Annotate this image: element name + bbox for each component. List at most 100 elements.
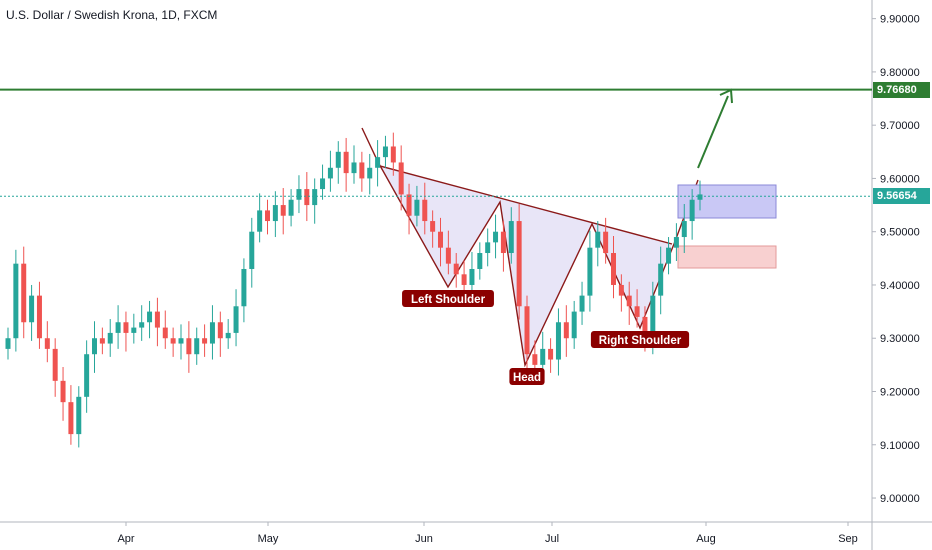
target-arrow-line [697, 95, 729, 169]
target-arrow-head [719, 88, 733, 104]
candle-body [241, 268, 247, 307]
candle-body [359, 162, 365, 179]
candle-body [595, 231, 601, 248]
candle-body [375, 157, 381, 168]
candle-body [13, 263, 19, 339]
candle-body [681, 221, 687, 238]
x-tick-label: Sep [838, 533, 858, 545]
candle-body [469, 268, 475, 285]
candle-body [634, 306, 640, 317]
candle-body [689, 199, 695, 222]
candle-body [44, 338, 50, 349]
candle-body [430, 221, 436, 232]
y-tick-label: 9.00000 [880, 493, 920, 505]
candle-body [99, 338, 105, 344]
candle-body [642, 316, 648, 339]
candle-body [327, 167, 333, 179]
candle-body [673, 237, 679, 248]
candle-body [414, 199, 420, 216]
annotation-label: Head [513, 372, 541, 384]
y-tick-label: 9.40000 [880, 280, 920, 292]
candle-body [170, 338, 176, 344]
candle-body [209, 322, 215, 344]
pattern-fill [380, 166, 672, 365]
candle-body [611, 253, 616, 285]
candle-body [508, 221, 514, 254]
candle-body [178, 338, 184, 344]
last-price-tag: 9.56654 [873, 188, 930, 205]
candle-body [500, 231, 506, 254]
candle-body [312, 189, 318, 206]
candle-body [618, 284, 624, 296]
candle-body [555, 322, 561, 360]
candle-body [115, 322, 121, 333]
candle-body [68, 402, 74, 435]
candle-body [304, 189, 310, 206]
annotation-label-bg [402, 290, 494, 307]
candle-body [265, 210, 270, 222]
y-tick-label: 9.90000 [880, 14, 920, 26]
y-tick-label: 9.30000 [880, 333, 920, 345]
candle-body [225, 332, 231, 339]
candle-body [123, 322, 129, 333]
candle-body [139, 322, 145, 328]
x-tick-label: May [258, 533, 279, 545]
candle-body [147, 311, 153, 323]
y-tick-label: 9.60000 [880, 173, 920, 185]
candle-body [398, 162, 404, 195]
candle-body [76, 396, 82, 435]
neckline [379, 165, 673, 245]
candle-body [84, 354, 90, 397]
annotation-label: Right Shoulder [599, 335, 682, 347]
candle-body [382, 146, 388, 158]
x-tick-label: Aug [696, 533, 716, 545]
candle-body [422, 199, 428, 222]
candle-body [233, 306, 239, 333]
candle-body [516, 221, 522, 307]
annotation-label: Left Shoulder [411, 294, 486, 306]
candle-body [540, 348, 546, 365]
candle-body [107, 332, 113, 344]
candle-body [603, 231, 609, 254]
x-tick-label: Apr [117, 533, 134, 545]
candle-body [579, 295, 585, 312]
candle-body [390, 146, 396, 163]
resistance-price-tag: 9.76680 [873, 81, 930, 98]
candle-body [406, 194, 412, 216]
candle-body [60, 380, 66, 403]
candle-body [658, 263, 664, 296]
candle-body [131, 327, 137, 333]
y-tick-label: 9.10000 [880, 440, 920, 452]
candle-body [532, 354, 538, 365]
candle-body [438, 231, 443, 248]
candle-body [272, 205, 278, 222]
candle-body [343, 151, 349, 174]
x-tick-label: Jun [415, 533, 433, 545]
candle-body [194, 338, 200, 355]
candle-body [162, 327, 168, 339]
chart-title: U.S. Dollar / Swedish Krona, 1D, FXCM [6, 8, 218, 22]
y-tick-label: 9.80000 [880, 67, 920, 79]
candle-body [650, 295, 656, 339]
candle-body [217, 322, 223, 339]
y-tick-label: 9.20000 [880, 387, 920, 399]
candle-body [249, 231, 255, 269]
y-tick-label: 9.70000 [880, 120, 920, 132]
candle-body [367, 167, 373, 179]
candle-body [461, 274, 467, 285]
candle-body [296, 189, 302, 200]
candle-body [563, 322, 569, 339]
candle-body [666, 247, 672, 264]
candle-body [36, 295, 42, 339]
candle-body [288, 199, 294, 216]
candle-body [186, 338, 192, 355]
candle-body [445, 247, 451, 264]
candle-body [485, 242, 491, 254]
candle-body [154, 311, 160, 328]
candle-body [477, 253, 483, 269]
candle-body [351, 162, 357, 174]
candle-body [571, 311, 577, 339]
candle-body [548, 348, 554, 360]
candle-body [626, 295, 632, 307]
